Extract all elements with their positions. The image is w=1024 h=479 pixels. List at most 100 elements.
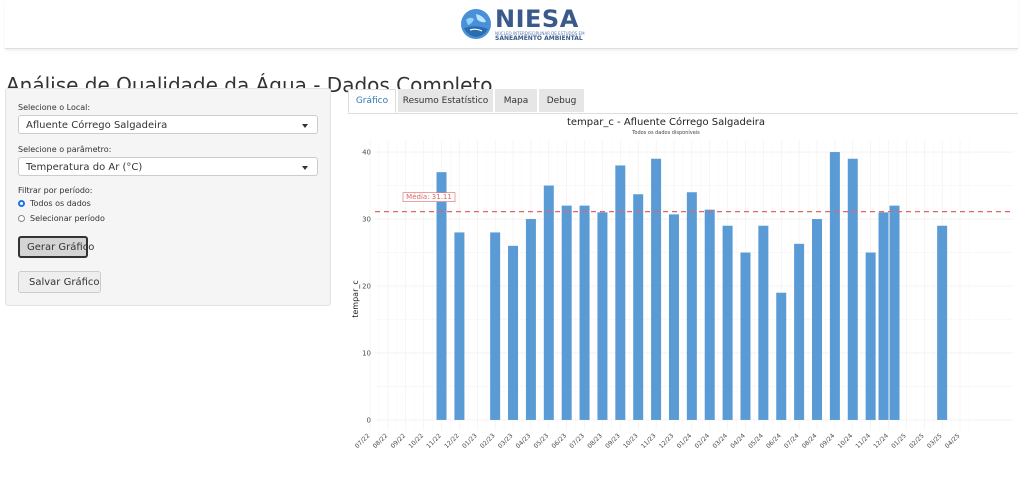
radio-all-data[interactable]: Todos os dados — [18, 199, 91, 208]
generate-chart-button[interactable]: Gerar Gráfico — [18, 236, 94, 258]
x-tick-label: 03/25 — [926, 432, 944, 450]
bar — [812, 219, 822, 420]
bar — [668, 214, 679, 420]
radio-select-period[interactable]: Selecionar período — [18, 214, 105, 223]
local-select-value: Afluente Córrego Salgadeira — [26, 120, 168, 131]
y-axis-label: tempar_c — [351, 280, 360, 318]
bar — [597, 212, 608, 420]
x-tick-label: 11/23 — [640, 432, 658, 450]
x-tick-label: 09/23 — [604, 432, 622, 450]
bar — [794, 243, 805, 420]
save-chart-label: Salvar Gráfico — [29, 276, 100, 288]
chevron-down-icon — [302, 124, 308, 128]
param-select[interactable]: Temperatura do Ar (°C) — [18, 157, 318, 176]
bar — [543, 185, 554, 420]
x-tick-label: 02/23 — [479, 432, 497, 450]
bar — [508, 245, 519, 420]
tab-grafico[interactable]: Gráfico — [348, 89, 396, 113]
y-tick-label: 20 — [362, 283, 371, 291]
x-tick-label: 04/23 — [515, 432, 533, 450]
x-tick-label: 09/22 — [390, 432, 408, 450]
mean-label-box — [402, 192, 456, 202]
bar — [454, 232, 465, 420]
niesa-logo: NIESA NÚCLEO INTERDISCIPLINAR DE ESTUDOS… — [460, 4, 585, 44]
bar — [436, 172, 447, 420]
y-tick-label: 30 — [362, 216, 371, 224]
bar-chart: tempar_c - Afluente Córrego Salgadeira T… — [351, 116, 1013, 450]
radio-unselected-icon — [18, 215, 25, 222]
x-tick-label: 10/23 — [622, 432, 640, 450]
bar — [829, 152, 840, 420]
bar — [490, 232, 501, 420]
radio-selected-icon — [18, 200, 25, 207]
x-tick-label: 02/24 — [694, 432, 712, 450]
x-tick-label: 11/22 — [425, 432, 443, 450]
x-tick-label: 11/24 — [854, 432, 872, 450]
x-tick-label: 01/23 — [461, 432, 479, 450]
bar — [740, 252, 751, 420]
bar — [686, 192, 697, 420]
radio-all-data-label: Todos os dados — [30, 199, 91, 208]
bar — [579, 205, 590, 420]
chart-area: tempar_c - Afluente Córrego Salgadeira T… — [348, 113, 1018, 475]
x-tick-label: 12/24 — [872, 432, 890, 450]
x-tick-label: 06/23 — [551, 432, 569, 450]
bar — [615, 165, 626, 420]
bar — [889, 205, 900, 420]
local-label: Selecione o Local: — [18, 103, 91, 112]
y-tick-label: 0 — [367, 416, 371, 424]
bar — [878, 212, 889, 420]
x-tick-label: 08/22 — [372, 432, 390, 450]
x-tick-label: 03/23 — [497, 432, 515, 450]
bar — [561, 205, 572, 420]
bar — [722, 225, 733, 420]
y-tick-label: 10 — [362, 349, 371, 357]
mean-label: Média: 31.11 — [406, 193, 452, 201]
x-tick-label: 07/22 — [354, 432, 372, 450]
bar — [633, 194, 644, 420]
logo-tagline-2: SANEAMENTO AMBIENTAL — [495, 34, 583, 42]
bar — [704, 209, 715, 420]
x-tick-label: 07/24 — [783, 432, 801, 450]
x-tick-label: 08/24 — [801, 432, 819, 450]
save-chart-button[interactable]: Salvar Gráfico — [18, 271, 101, 293]
bar — [525, 219, 536, 420]
bar — [758, 225, 769, 420]
tab-mapa[interactable]: Mapa — [495, 89, 537, 112]
bar — [865, 252, 876, 420]
x-tick-label: 03/24 — [711, 432, 729, 450]
tab-debug[interactable]: Debug — [539, 89, 584, 112]
period-label: Filtrar por período: — [18, 186, 93, 195]
top-navbar: NIESA NÚCLEO INTERDISCIPLINAR DE ESTUDOS… — [5, 0, 1018, 49]
param-label: Selecione o parâmetro: — [18, 145, 112, 154]
x-tick-label: 07/23 — [568, 432, 586, 450]
x-tick-label: 01/24 — [676, 432, 694, 450]
x-tick-label: 05/23 — [533, 432, 551, 450]
bar — [937, 225, 948, 420]
y-tick-label: 40 — [362, 149, 371, 157]
x-tick-label: 04/25 — [944, 432, 962, 450]
logo-name: NIESA — [495, 4, 579, 33]
bar — [776, 292, 787, 420]
bar — [847, 158, 858, 420]
param-select-value: Temperatura do Ar (°C) — [26, 162, 143, 173]
chart-title: tempar_c - Afluente Córrego Salgadeira — [567, 116, 765, 128]
x-tick-label: 10/22 — [407, 432, 425, 450]
x-tick-label: 01/25 — [890, 432, 908, 450]
x-tick-label: 02/25 — [908, 432, 926, 450]
x-tick-label: 12/22 — [443, 432, 461, 450]
x-tick-label: 12/23 — [658, 432, 676, 450]
logo-tagline: NÚCLEO INTERDISCIPLINAR DE ESTUDOS EM — [495, 30, 585, 36]
bar — [651, 158, 662, 420]
chart-subtitle: Todos os dados disponíveis — [631, 129, 700, 136]
tab-resumo-estatistico[interactable]: Resumo Estatístico — [398, 89, 493, 112]
x-tick-label: 04/24 — [729, 432, 747, 450]
tab-bar: Gráfico Resumo Estatístico Mapa Debug — [348, 89, 1018, 114]
radio-select-period-label: Selecionar período — [30, 214, 105, 223]
chevron-down-icon — [302, 166, 308, 170]
x-tick-label: 09/24 — [819, 432, 837, 450]
local-select[interactable]: Afluente Córrego Salgadeira — [18, 115, 318, 134]
x-tick-label: 05/24 — [747, 432, 765, 450]
x-tick-label: 10/24 — [837, 432, 855, 450]
x-tick-label: 06/24 — [765, 432, 783, 450]
